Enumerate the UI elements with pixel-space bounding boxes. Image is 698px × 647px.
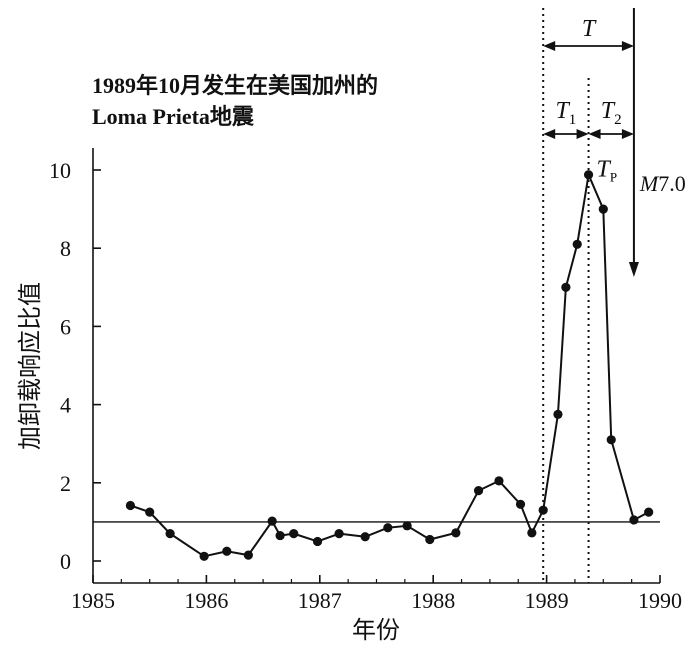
chart-title-line-1: 1989年10月发生在美国加州的 xyxy=(92,73,378,98)
x-tick-label: 1990 xyxy=(638,588,682,613)
data-point xyxy=(267,516,277,526)
y-tick-label: 0 xyxy=(60,549,71,574)
y-tick-label: 2 xyxy=(60,471,71,496)
data-point xyxy=(515,499,526,509)
magnitude-letter: M xyxy=(639,171,660,196)
data-point xyxy=(312,536,323,547)
tp-label: TP xyxy=(597,157,618,185)
data-point xyxy=(644,507,654,517)
data-point xyxy=(583,170,594,180)
data-point xyxy=(473,486,484,496)
y-axis-title: 加卸载响应比值 xyxy=(17,282,44,450)
data-point xyxy=(598,204,608,214)
y-tick-label: 10 xyxy=(49,158,71,183)
x-tick-label: 1985 xyxy=(71,588,115,613)
data-point xyxy=(553,409,563,419)
data-point xyxy=(451,528,461,538)
t1-span-label: T1 xyxy=(555,98,576,128)
data-point xyxy=(402,521,412,531)
chart-title-line-2: Loma Prieta地震 xyxy=(92,104,255,129)
data-point xyxy=(383,523,393,533)
t-span-label: T xyxy=(582,16,597,42)
data-point xyxy=(275,530,285,541)
data-point xyxy=(165,529,175,539)
data-point xyxy=(334,529,344,539)
t2-label-main: T xyxy=(601,98,616,124)
data-point xyxy=(125,500,136,511)
x-tick-label: 1987 xyxy=(298,588,342,613)
data-point xyxy=(289,529,299,539)
data-point xyxy=(494,476,504,486)
series-group xyxy=(125,170,654,561)
t2-span-arrow-left-head xyxy=(588,129,601,139)
x-tick-label: 1988 xyxy=(411,588,455,613)
data-point xyxy=(606,435,616,445)
data-point xyxy=(561,282,571,292)
magnitude-label: M7.0 xyxy=(639,171,686,196)
t1-label-main: T xyxy=(555,98,570,124)
data-point xyxy=(243,550,253,560)
data-point xyxy=(145,507,155,517)
tp-label-main: T xyxy=(597,157,612,183)
x-tick-label: 1986 xyxy=(184,588,228,613)
data-point xyxy=(538,505,548,515)
data-point xyxy=(199,551,209,561)
y-tick-label: 4 xyxy=(60,393,71,418)
data-point xyxy=(527,528,537,538)
data-point xyxy=(360,532,370,542)
t2-label-sub: 2 xyxy=(614,112,622,128)
t1-span-arrow-left-head xyxy=(543,129,556,139)
data-point xyxy=(572,239,582,249)
t2-span-label: T2 xyxy=(601,98,622,128)
ticks-group: 1985 1986 1987 1988 1989 1990 0 2 4 6 8 10 xyxy=(49,158,682,613)
series-line xyxy=(130,173,650,558)
x-axis-title: 年份 xyxy=(352,617,400,644)
t2-span-arrow-right-head xyxy=(621,129,634,139)
x-tick-label: 1989 xyxy=(525,588,569,613)
t1-label-sub: 1 xyxy=(569,112,577,128)
tp-label-sub: P xyxy=(610,170,617,185)
earthquake-arrow-head xyxy=(628,262,639,277)
t-span-arrow-left-head xyxy=(543,41,556,51)
y-tick-label: 8 xyxy=(60,236,71,261)
y-tick-label: 6 xyxy=(60,314,71,339)
magnitude-value: 7.0 xyxy=(658,171,686,196)
data-point xyxy=(222,546,232,556)
data-point xyxy=(629,515,639,525)
t-span-arrow-right-head xyxy=(621,41,634,51)
data-point xyxy=(425,534,435,545)
t1-span-arrow-right-head xyxy=(576,129,589,139)
